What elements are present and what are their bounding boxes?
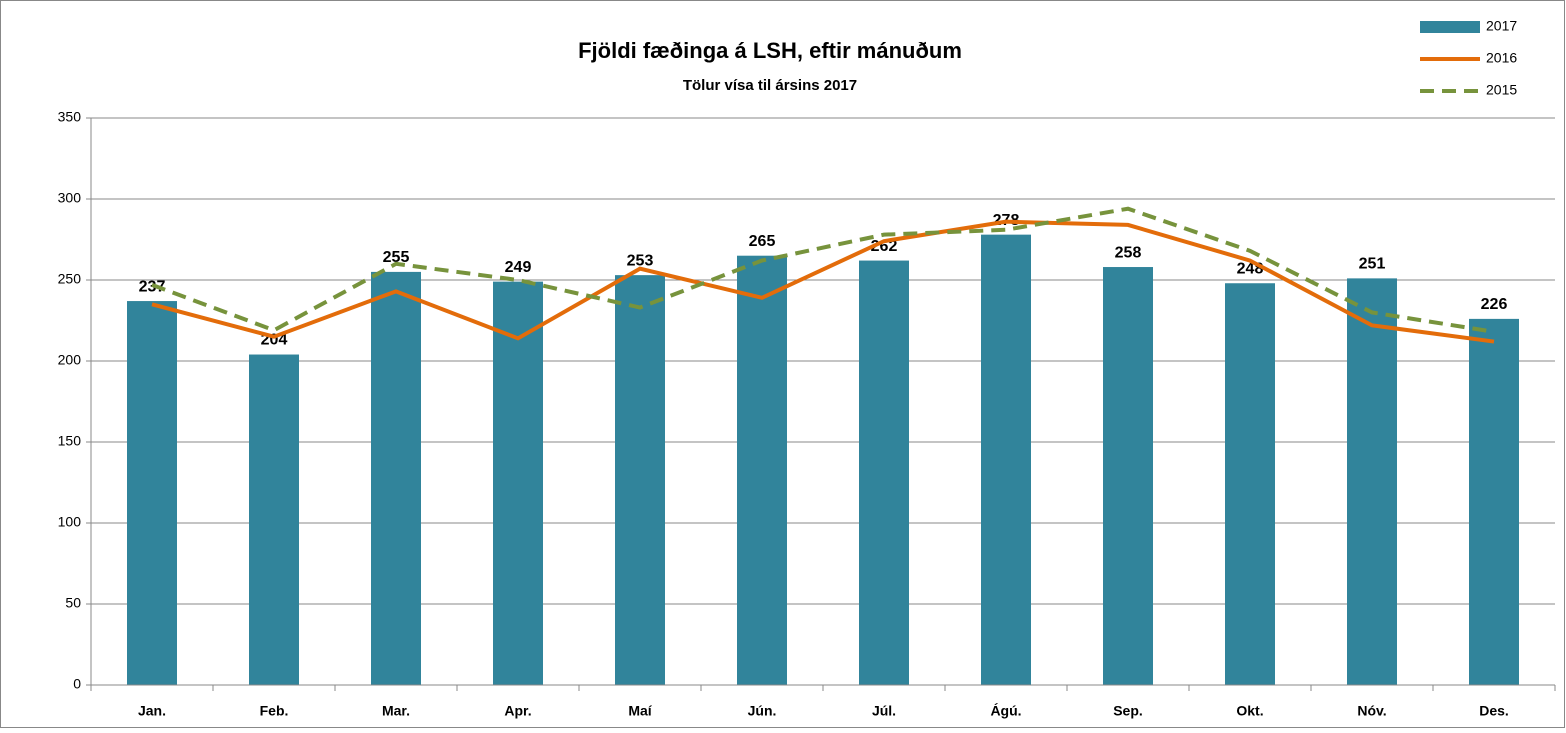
x-tick-label: Feb.	[260, 703, 289, 719]
bar	[127, 301, 177, 685]
bar	[1225, 283, 1275, 685]
data-label: 226	[1481, 296, 1508, 313]
bar	[371, 271, 421, 685]
x-tick-label: Des.	[1479, 703, 1509, 719]
data-label: 249	[505, 259, 532, 276]
data-label: 255	[383, 249, 410, 266]
x-tick-label: Júl.	[872, 703, 896, 719]
y-tick-label: 350	[58, 109, 82, 125]
y-tick-label: 300	[58, 190, 82, 206]
y-tick-label: 250	[58, 271, 82, 287]
chart-subtitle: Tölur vísa til ársins 2017	[683, 77, 857, 94]
legend-label: 2016	[1486, 50, 1517, 66]
x-tick-label: Apr.	[504, 703, 531, 719]
data-label: 258	[1115, 244, 1142, 261]
data-label: 248	[1237, 260, 1264, 277]
bar	[249, 354, 299, 685]
y-tick-label: 50	[65, 595, 81, 611]
x-tick-label: Sep.	[1113, 703, 1143, 719]
line-series	[151, 219, 1495, 344]
x-tick-label: Jan.	[138, 703, 166, 719]
data-label: 265	[749, 233, 776, 250]
y-tick-label: 150	[58, 433, 82, 449]
y-tick-label: 100	[58, 514, 82, 530]
bar	[1347, 278, 1397, 685]
x-tick-label: Okt.	[1236, 703, 1263, 719]
bar	[1103, 267, 1153, 685]
data-label: 253	[627, 252, 654, 269]
bar	[981, 234, 1031, 685]
bar	[615, 275, 665, 685]
y-tick-label: 0	[73, 676, 81, 692]
legend-label: 2017	[1486, 18, 1517, 34]
line-series	[151, 206, 1495, 334]
x-tick-label: Nóv.	[1357, 703, 1386, 719]
legend-label: 2015	[1486, 82, 1517, 98]
legend-swatch	[1420, 21, 1480, 33]
x-tick-label: Maí	[628, 703, 652, 719]
x-tick-label: Ágú.	[990, 703, 1021, 719]
chart-title: Fjöldi fæðinga á LSH, eftir mánuðum	[578, 38, 962, 63]
bar	[859, 260, 909, 685]
x-tick-label: Jún.	[748, 703, 777, 719]
y-tick-label: 200	[58, 352, 82, 368]
bar	[493, 281, 543, 685]
bar	[737, 255, 787, 685]
data-label: 251	[1359, 256, 1386, 273]
bar	[1469, 318, 1519, 685]
x-tick-label: Mar.	[382, 703, 410, 719]
